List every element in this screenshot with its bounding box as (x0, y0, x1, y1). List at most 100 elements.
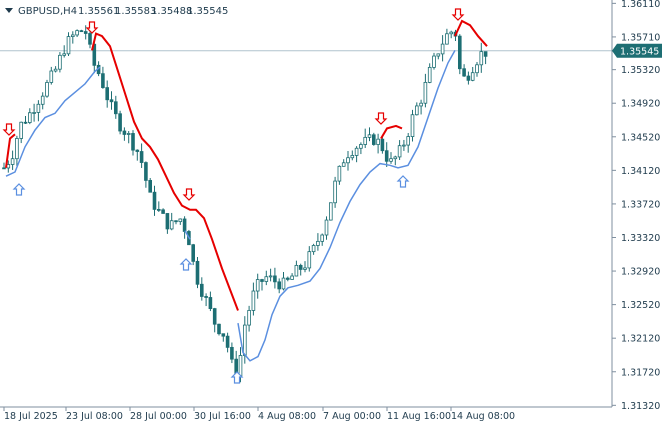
candle-body (45, 82, 49, 97)
candle-body (49, 70, 54, 83)
candle-body (178, 218, 183, 223)
x-tick-label: 14 Aug 08:00 (451, 411, 515, 422)
x-tick-label: 23 Jul 08:00 (66, 411, 123, 422)
candle-body (148, 180, 153, 193)
lower-band-line (184, 230, 191, 240)
candle-body (122, 130, 127, 135)
candle-body (114, 101, 118, 115)
candle-body (281, 277, 286, 290)
candle-body (462, 68, 466, 77)
candle-body (483, 51, 488, 57)
candle-body (341, 162, 346, 167)
candle-body (376, 138, 380, 145)
candle-body (419, 102, 423, 107)
x-axis-ticks: 18 Jul 2025 23 Jul 08:00 28 Jul 00:00 30 Ju… (3, 407, 515, 422)
candle-body (71, 34, 75, 37)
candle-body (303, 267, 307, 270)
candle-body (174, 220, 178, 223)
y-tick-label: 1.33720 (621, 199, 660, 210)
candle-body (445, 33, 449, 45)
candle-body (346, 157, 350, 164)
up-arrow-icon (179, 258, 193, 271)
y-axis-ticks: 1.36110 1.35710 1.35320 1.34920 1.34520 1.341… (612, 0, 660, 412)
candle-body (15, 138, 19, 160)
up-arrow-icon (12, 183, 26, 196)
candle-body (273, 275, 277, 283)
candle-body (264, 276, 269, 282)
candle-body (242, 324, 247, 356)
down-arrow-icon (451, 8, 465, 21)
candle-body (277, 281, 281, 290)
candle-body (66, 36, 71, 55)
candle-body (255, 279, 260, 292)
collapse-triangle-icon[interactable] (5, 8, 13, 13)
close-value: 1.35545 (187, 6, 228, 17)
candle-body (328, 202, 333, 221)
candle-body (126, 133, 131, 135)
candle-body (169, 220, 174, 230)
y-tick-label: 1.34520 (621, 132, 660, 143)
candle-body (436, 53, 441, 57)
candle-body (410, 114, 415, 137)
candle-body (324, 219, 329, 236)
candle-body (247, 310, 251, 326)
y-tick-label: 1.36110 (621, 0, 660, 10)
down-arrow-icon (2, 123, 16, 136)
candle-body (2, 167, 6, 170)
down-arrow-icon (85, 21, 99, 34)
x-tick-label: 18 Jul 2025 (4, 411, 58, 422)
x-tick-label: 7 Aug 00:00 (323, 411, 381, 422)
candle-body (470, 72, 475, 81)
upper-band-line (454, 19, 488, 47)
candle-body (389, 158, 393, 162)
candle-body (199, 283, 204, 297)
candle-body (440, 43, 445, 55)
candle-body (363, 136, 367, 145)
candle-body (367, 134, 372, 138)
band-lines (5, 19, 488, 362)
symbol-label: GBPUSD,H4 (18, 6, 77, 17)
current-price-tag: 1.35545 (612, 43, 662, 58)
candle-body (466, 75, 471, 81)
candle-body (156, 208, 161, 211)
low-value: 1.35488 (151, 6, 192, 17)
down-arrow-icon (182, 188, 196, 201)
candle-body (307, 251, 312, 269)
candle-body (101, 73, 105, 88)
candle-body (36, 103, 41, 113)
candle-body (23, 121, 28, 124)
candle-body (285, 277, 290, 280)
candle-body (354, 147, 359, 156)
candle-body (402, 144, 406, 147)
y-tick-label: 1.34920 (621, 99, 660, 110)
candle-body (32, 112, 36, 114)
candle-body (316, 240, 320, 246)
y-tick-label: 1.32920 (621, 267, 660, 278)
y-tick-label: 1.31320 (621, 401, 660, 412)
high-value: 1.35583 (115, 6, 156, 17)
down-arrow-icon (374, 112, 388, 125)
candle-body (359, 144, 363, 149)
price-tag-label: 1.35545 (620, 46, 659, 57)
candle-body (208, 297, 213, 309)
upper-band-line (380, 124, 403, 140)
upper-band-line (5, 133, 16, 168)
candle-body (212, 308, 217, 325)
candle-body (204, 296, 208, 298)
candle-body (268, 275, 273, 278)
candle-body (414, 105, 419, 116)
candle-body (182, 218, 187, 232)
candle-body (238, 355, 243, 377)
candle-body (350, 155, 355, 159)
candle-body (406, 136, 410, 146)
candle-body (165, 213, 170, 230)
candle-body (427, 66, 432, 83)
candle-body (423, 81, 428, 104)
candle-body (152, 191, 157, 210)
candle-body (457, 35, 462, 70)
candle-body (83, 31, 88, 34)
candle-body (479, 51, 484, 66)
candle-body (260, 279, 264, 282)
